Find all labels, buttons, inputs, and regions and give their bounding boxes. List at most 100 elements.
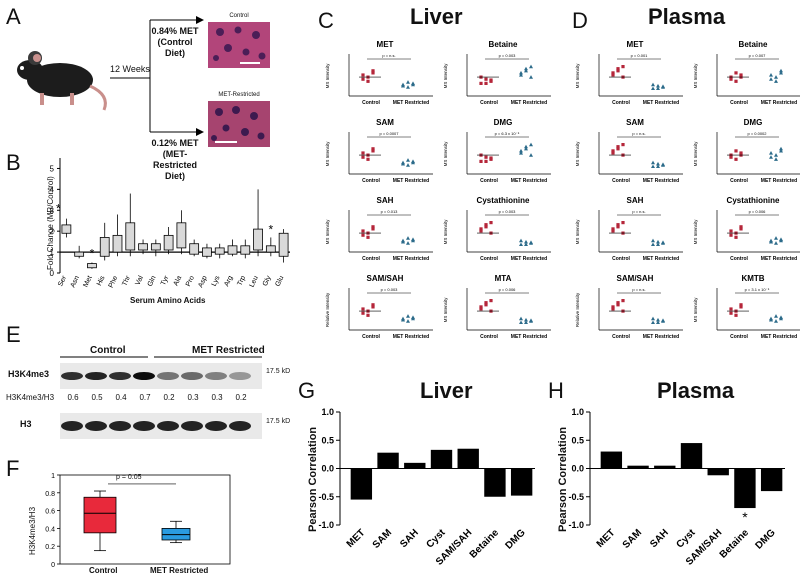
scatter-xlabel: Control bbox=[730, 334, 748, 340]
scatter-point-control bbox=[484, 81, 488, 85]
bar-cyst bbox=[430, 449, 453, 469]
scatter-point-control bbox=[489, 299, 493, 303]
scatter-point-control bbox=[479, 229, 483, 233]
scatter-point-restricted bbox=[656, 83, 660, 88]
b-box bbox=[61, 224, 72, 234]
scatter-ylabel: MS Intensity bbox=[693, 219, 698, 245]
scatter-point-control bbox=[611, 305, 615, 309]
scatter-xlabel: Control bbox=[480, 178, 498, 184]
blot-band-h3k4me3 bbox=[61, 372, 83, 380]
bar-dmg bbox=[510, 468, 533, 496]
bar-ytick-label: 0.5 bbox=[321, 435, 334, 445]
scatter-point-control bbox=[361, 233, 365, 237]
scatter-point-restricted bbox=[779, 68, 783, 73]
scatter-point-control bbox=[739, 151, 743, 155]
f-ytick-label: 0.4 bbox=[45, 526, 55, 533]
scatter-point-control bbox=[489, 78, 493, 82]
scatter-xlabel: Control bbox=[480, 100, 498, 106]
scatter-point-control bbox=[484, 303, 488, 307]
scatter-point-restricted bbox=[401, 317, 405, 322]
scatter-plot-liver-5: Cystathionine MS Intensity p = 0.003 Contro… bbox=[443, 196, 551, 262]
bar-dmg bbox=[760, 468, 783, 492]
scatter-point-control bbox=[739, 305, 743, 309]
scatter-point-restricted bbox=[401, 239, 405, 244]
scatter-point-control bbox=[729, 311, 733, 315]
scatter-point-restricted bbox=[651, 164, 655, 169]
scatter-point-control bbox=[361, 155, 365, 159]
scatter-title: SAM/SAH bbox=[367, 274, 404, 283]
scatter-title: MET bbox=[627, 40, 644, 49]
blot-band-h3k4me3 bbox=[133, 372, 155, 380]
scatter-pval: p = 0.006 bbox=[749, 209, 767, 214]
b-category-label: Tyr bbox=[160, 274, 171, 286]
blot-ratio-value: 0.7 bbox=[139, 393, 151, 402]
scatter-point-restricted bbox=[519, 320, 523, 325]
scatter-point-restricted bbox=[774, 79, 778, 83]
scatter-point-control bbox=[484, 301, 488, 305]
b-box bbox=[176, 222, 187, 249]
scatter-point-control bbox=[729, 229, 733, 233]
f-ytick-label: 0.6 bbox=[45, 509, 55, 516]
scatter-xlabel: Control bbox=[612, 334, 630, 340]
scatter-point-restricted bbox=[524, 320, 528, 325]
blot-band-h3k4me3 bbox=[85, 372, 107, 380]
scatter-point-restricted bbox=[411, 316, 415, 321]
scatter-ylabel: MS Intensity bbox=[325, 219, 330, 245]
scatter-plot-plasma-4: SAH MS Intensity p = n.s. Control MET Restri… bbox=[575, 196, 683, 262]
bar-ytick-label: 1.0 bbox=[571, 407, 584, 417]
scatter-ylabel: MS Intensity bbox=[325, 63, 330, 89]
scatter-point-control bbox=[734, 71, 738, 75]
scatter-title: MET bbox=[377, 40, 394, 49]
scatter-point-restricted bbox=[779, 70, 783, 75]
scatter-point-restricted bbox=[401, 161, 405, 166]
scatter-pval: p = n.s. bbox=[632, 209, 645, 214]
bar-sah bbox=[404, 462, 426, 469]
scatter-point-restricted bbox=[401, 83, 405, 88]
b-box bbox=[74, 251, 85, 257]
scatter-point-control bbox=[366, 235, 370, 239]
scatter-point-control bbox=[729, 307, 733, 311]
panel-b-ylabel: Fold Change (MR/Control) bbox=[46, 176, 55, 270]
bar-sam bbox=[377, 452, 399, 469]
scatter-point-control bbox=[371, 69, 375, 73]
scatter-point-restricted bbox=[529, 75, 533, 79]
scatter-xlabel: Control bbox=[362, 100, 380, 106]
scatter-xlabel: MET Restricted bbox=[761, 334, 797, 340]
scatter-point-restricted bbox=[519, 242, 523, 247]
scatter-xlabel: MET Restricted bbox=[511, 256, 547, 262]
blot-band-h3 bbox=[205, 421, 227, 431]
bar-sam-sah bbox=[707, 468, 729, 476]
bar-betaine bbox=[484, 468, 506, 497]
bar-category-label: Betaine bbox=[718, 527, 752, 561]
bar-cyst bbox=[680, 443, 703, 469]
blot-ratio-value: 0.4 bbox=[115, 393, 127, 402]
blot-row-h3k4me3: H3K4me3 bbox=[8, 369, 50, 379]
scatter-point-control bbox=[371, 303, 375, 307]
scatter-point-restricted bbox=[769, 73, 773, 77]
scatter-xlabel: Control bbox=[362, 334, 380, 340]
scatter-title: SAM bbox=[626, 118, 644, 127]
panel-f-xlabel-control: Control bbox=[89, 566, 118, 575]
scatter-ylabel: MS Intensity bbox=[575, 63, 580, 89]
scatter-xlabel: MET Restricted bbox=[511, 100, 547, 106]
bar-category-label: DMG bbox=[503, 527, 527, 551]
scatter-title: DMG bbox=[494, 118, 513, 127]
scatter-point-control bbox=[371, 225, 375, 229]
scatter-xlabel: Control bbox=[612, 256, 630, 262]
scatter-point-restricted bbox=[651, 242, 655, 247]
scatter-ylabel: MS Intensity bbox=[443, 63, 448, 89]
scatter-point-control bbox=[361, 77, 365, 81]
scatter-title: KMTB bbox=[741, 274, 764, 283]
b-box bbox=[138, 243, 148, 251]
b-box bbox=[112, 234, 123, 253]
scatter-plot-plasma-3: DMG MS Intensity p = 0.0002 Control MET Rest… bbox=[693, 118, 800, 184]
scatter-plot-plasma-5: Cystathionine MS Intensity p = 0.006 Contro… bbox=[693, 196, 800, 262]
scatter-point-restricted bbox=[519, 316, 523, 321]
scatter-point-restricted bbox=[651, 160, 655, 165]
scatter-pval: p = 3.1 x 10⁻⁵ bbox=[745, 287, 770, 292]
bar-category-label: DMG bbox=[753, 527, 777, 551]
scatter-ylabel: MS Intensity bbox=[443, 219, 448, 245]
scatter-xlabel: Control bbox=[730, 256, 748, 262]
scatter-point-control bbox=[479, 81, 483, 85]
